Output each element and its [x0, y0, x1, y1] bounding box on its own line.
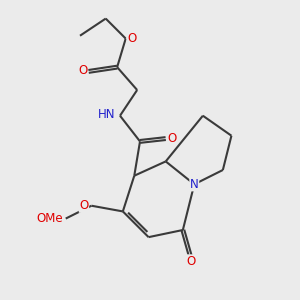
- Text: O: O: [187, 255, 196, 268]
- Text: O: O: [79, 199, 88, 212]
- Text: O: O: [78, 64, 87, 76]
- Text: O: O: [167, 132, 176, 145]
- Text: O: O: [127, 32, 136, 45]
- Text: HN: HN: [98, 108, 116, 121]
- Text: OMe: OMe: [36, 212, 63, 225]
- Text: N: N: [190, 178, 199, 191]
